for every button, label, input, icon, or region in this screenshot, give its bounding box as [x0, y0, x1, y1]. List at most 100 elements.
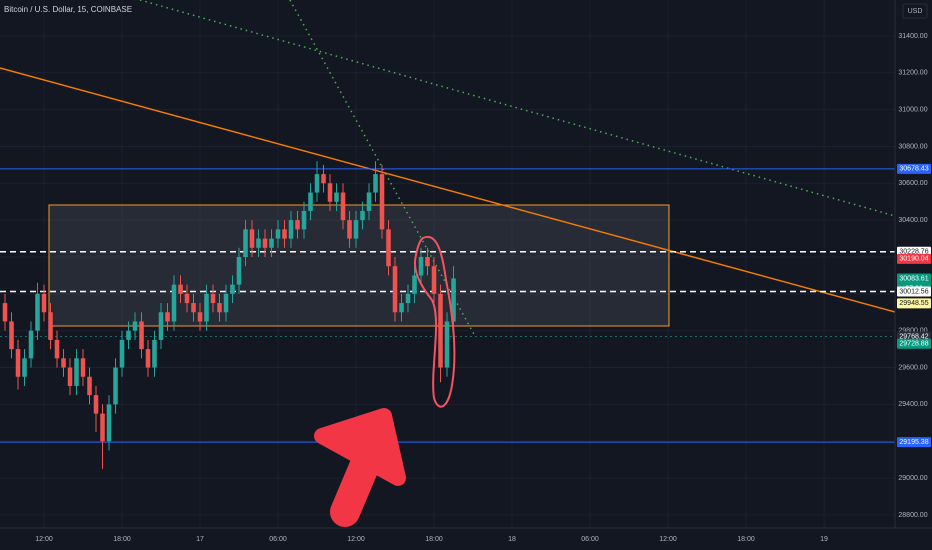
trend-line: [0, 67, 896, 313]
price-label-box: [897, 338, 931, 349]
candle-body: [425, 256, 430, 267]
arrow-head: [314, 408, 406, 486]
x-tick-label: 17: [196, 536, 204, 543]
axis-labels: 28800.0029000.0029200.0029400.0029600.00…: [35, 33, 931, 543]
candle-body: [184, 293, 190, 304]
candle-body: [353, 220, 359, 239]
candle-body: [366, 192, 372, 211]
candle-body: [132, 321, 138, 331]
y-tick-label: 29000.00: [898, 475, 927, 482]
candle-body: [275, 229, 281, 239]
candle-body: [262, 238, 268, 248]
candle-body: [119, 339, 125, 368]
candle-body: [269, 238, 274, 248]
candle-body: [340, 192, 346, 221]
price-label: 30228.76: [899, 249, 928, 256]
candle-body: [431, 266, 437, 294]
x-tick-label: 18:00: [737, 536, 755, 543]
price-label: 29728.88: [899, 341, 928, 348]
price-label: 30083.61: [899, 275, 928, 282]
y-tick-label: 30600.00: [898, 180, 927, 187]
candle-body: [158, 312, 164, 340]
y-tick-label: 28800.00: [898, 512, 927, 519]
candle-body: [314, 174, 320, 193]
price-label-box: [897, 253, 931, 264]
candle-body: [399, 303, 404, 313]
candle-body: [327, 183, 333, 202]
x-tick-label: 18:00: [425, 536, 443, 543]
level-lines: [0, 168, 895, 443]
candle-body: [22, 358, 27, 377]
candle-body: [230, 284, 235, 294]
y-tick-label: 30400.00: [898, 217, 927, 224]
candle-body: [171, 284, 177, 322]
candle-body: [210, 293, 216, 304]
candle-body: [308, 192, 313, 211]
price-label: 29195.38: [899, 439, 928, 446]
x-tick-label: 18: [508, 536, 516, 543]
candle-body: [347, 220, 352, 239]
candle-body: [74, 358, 79, 386]
candle-body: [191, 303, 196, 313]
candle-body: [392, 266, 398, 313]
x-tick-label: 19: [820, 536, 828, 543]
candle-body: [223, 293, 229, 313]
currency-box[interactable]: [902, 3, 928, 19]
candle-body: [178, 284, 183, 294]
candle-body: [301, 210, 307, 230]
candle-body: [405, 293, 411, 304]
red-arrow: [314, 408, 406, 527]
price-label: 30678.43: [899, 166, 928, 173]
candle-body: [451, 278, 456, 322]
candle-body: [197, 312, 203, 322]
candle-body: [412, 275, 417, 294]
x-tick-label: 12:00: [35, 536, 53, 543]
y-tick-label: 30800.00: [898, 143, 927, 150]
y-tick-label: 31000.00: [898, 106, 927, 113]
candle-body: [139, 321, 144, 350]
candle-body: [444, 321, 450, 368]
y-tick-label: 31400.00: [898, 33, 927, 40]
candle-body: [236, 256, 242, 285]
candle-body: [106, 404, 112, 442]
x-tick-label: 06:00: [269, 536, 287, 543]
candle-body: [204, 293, 209, 322]
price-label: 29948.55: [899, 300, 928, 307]
candle-body: [295, 220, 300, 230]
candle-body: [249, 229, 255, 248]
candle-body: [334, 192, 339, 202]
price-label-box: [897, 286, 931, 297]
candle-body: [152, 339, 157, 368]
currency: USD: [908, 8, 923, 15]
candle-body: [373, 174, 378, 193]
candle-body: [28, 330, 34, 359]
candle-body: [418, 256, 424, 276]
x-tick-label: 12:00: [659, 536, 677, 543]
candle-body: [360, 210, 365, 221]
price-label: 29768.42: [899, 333, 928, 340]
candle-body: [379, 174, 385, 230]
candle-body: [217, 303, 222, 313]
y-tick-label: 29800.00: [898, 328, 927, 335]
price-label-box: [897, 437, 931, 448]
candle-body: [2, 303, 8, 322]
candle-body: [438, 293, 443, 368]
candle-body: [126, 330, 131, 340]
y-tick-label: 29400.00: [898, 401, 927, 408]
candle-body: [54, 339, 60, 359]
price-label-box: [897, 298, 931, 309]
candle-body: [386, 229, 391, 267]
grid: [0, 0, 895, 528]
candle-body: [165, 312, 170, 322]
candle-body: [41, 293, 47, 313]
price-label-box: [897, 163, 931, 174]
price-label-box: [897, 273, 931, 284]
candle-body: [282, 229, 287, 239]
candle-body: [145, 349, 151, 368]
y-tick-label: 29600.00: [898, 364, 927, 371]
candle-body: [48, 312, 53, 340]
candle-body: [9, 321, 14, 350]
candle-body: [61, 358, 66, 368]
y-tick-label: 31200.00: [898, 70, 927, 77]
